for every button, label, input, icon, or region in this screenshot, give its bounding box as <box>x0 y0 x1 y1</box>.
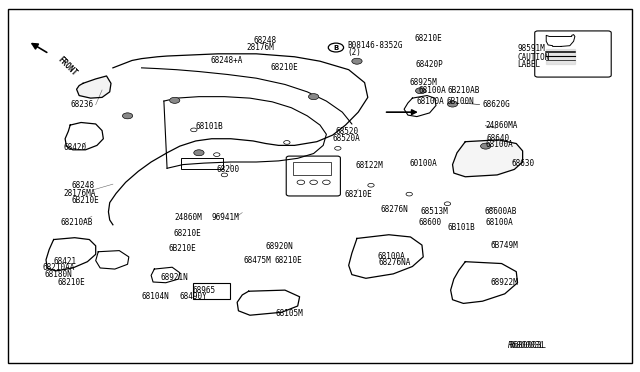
Text: FRONT: FRONT <box>56 55 78 78</box>
Text: 68210E: 68210E <box>274 256 302 265</box>
Circle shape <box>447 101 458 107</box>
Text: 6B100N: 6B100N <box>446 97 474 106</box>
Text: CAUTION: CAUTION <box>518 53 550 62</box>
Text: 68248+A: 68248+A <box>211 56 243 65</box>
Text: 24860M: 24860M <box>175 213 202 222</box>
Text: 68620G: 68620G <box>483 100 510 109</box>
Text: 68100A: 68100A <box>419 86 447 95</box>
Text: 68921N: 68921N <box>161 273 188 282</box>
Text: 68420: 68420 <box>64 143 87 152</box>
Bar <box>181 158 223 169</box>
Bar <box>193 283 230 299</box>
Circle shape <box>170 97 180 103</box>
Text: 68965: 68965 <box>193 286 216 295</box>
Text: 6B749M: 6B749M <box>491 241 518 250</box>
Text: 68210E: 68210E <box>270 63 298 72</box>
Text: 6B101B: 6B101B <box>447 223 475 232</box>
Text: 96941M: 96941M <box>212 213 239 222</box>
Text: 68920N: 68920N <box>266 243 294 251</box>
Text: 68210E: 68210E <box>173 229 201 238</box>
Text: 68630: 68630 <box>511 159 534 169</box>
Circle shape <box>194 150 204 156</box>
Text: 68925M: 68925M <box>409 78 437 87</box>
Text: 68210AA: 68210AA <box>43 263 75 272</box>
Text: 68475M: 68475M <box>244 256 271 265</box>
Text: B: B <box>333 45 339 51</box>
Circle shape <box>415 88 426 94</box>
Text: 68101B: 68101B <box>196 122 223 131</box>
Text: 68100A: 68100A <box>486 218 513 227</box>
Bar <box>293 162 332 175</box>
Text: 68640: 68640 <box>487 134 510 142</box>
Text: 68520: 68520 <box>336 127 359 136</box>
Text: 68122M: 68122M <box>355 161 383 170</box>
Text: 68200: 68200 <box>217 165 240 174</box>
Text: 68210E: 68210E <box>344 190 372 199</box>
Text: 68600: 68600 <box>419 218 442 227</box>
Circle shape <box>122 113 132 119</box>
Text: 6B210E: 6B210E <box>72 196 99 205</box>
Text: 68513M: 68513M <box>420 206 449 216</box>
Text: 68210AB: 68210AB <box>60 218 92 227</box>
Text: 68600AB: 68600AB <box>484 206 516 216</box>
Text: 98591M: 98591M <box>518 44 545 53</box>
Text: 68276NA: 68276NA <box>379 258 411 267</box>
Polygon shape <box>546 49 575 64</box>
Text: 68248: 68248 <box>253 36 276 45</box>
Text: 6B210AB: 6B210AB <box>447 86 480 95</box>
Text: 60100A: 60100A <box>409 159 437 169</box>
Text: 68100A: 68100A <box>378 251 405 261</box>
Text: 68104N: 68104N <box>141 292 170 301</box>
Text: 68105M: 68105M <box>275 309 303 318</box>
Text: 68210E: 68210E <box>414 34 442 43</box>
Text: R680003L: R680003L <box>510 341 547 350</box>
Text: 68100A: 68100A <box>486 140 513 149</box>
Circle shape <box>352 58 362 64</box>
Text: 68421: 68421 <box>54 257 77 266</box>
Polygon shape <box>77 76 111 98</box>
Text: 28176MA: 28176MA <box>64 189 96 198</box>
Text: 68100A: 68100A <box>417 97 445 106</box>
Text: 6B210E: 6B210E <box>168 244 196 253</box>
Text: 68922M: 68922M <box>491 278 518 287</box>
Circle shape <box>308 94 319 100</box>
Circle shape <box>481 143 491 149</box>
Text: 68180N: 68180N <box>45 270 72 279</box>
Polygon shape <box>452 140 523 177</box>
Text: B08146-8352G: B08146-8352G <box>348 41 403 50</box>
Text: 24860MA: 24860MA <box>486 121 518 129</box>
Text: R680003L: R680003L <box>508 341 545 350</box>
Text: 68490Y: 68490Y <box>180 292 207 301</box>
Text: (2): (2) <box>348 48 361 57</box>
Text: 68248: 68248 <box>72 182 95 190</box>
Text: 68420P: 68420P <box>415 60 444 70</box>
Text: LABEL: LABEL <box>518 60 541 70</box>
Text: 68520A: 68520A <box>333 134 360 143</box>
Text: 68236: 68236 <box>70 100 93 109</box>
Text: 68276N: 68276N <box>381 205 408 215</box>
Text: 68210E: 68210E <box>58 278 85 287</box>
Text: 28176M: 28176M <box>246 43 275 52</box>
